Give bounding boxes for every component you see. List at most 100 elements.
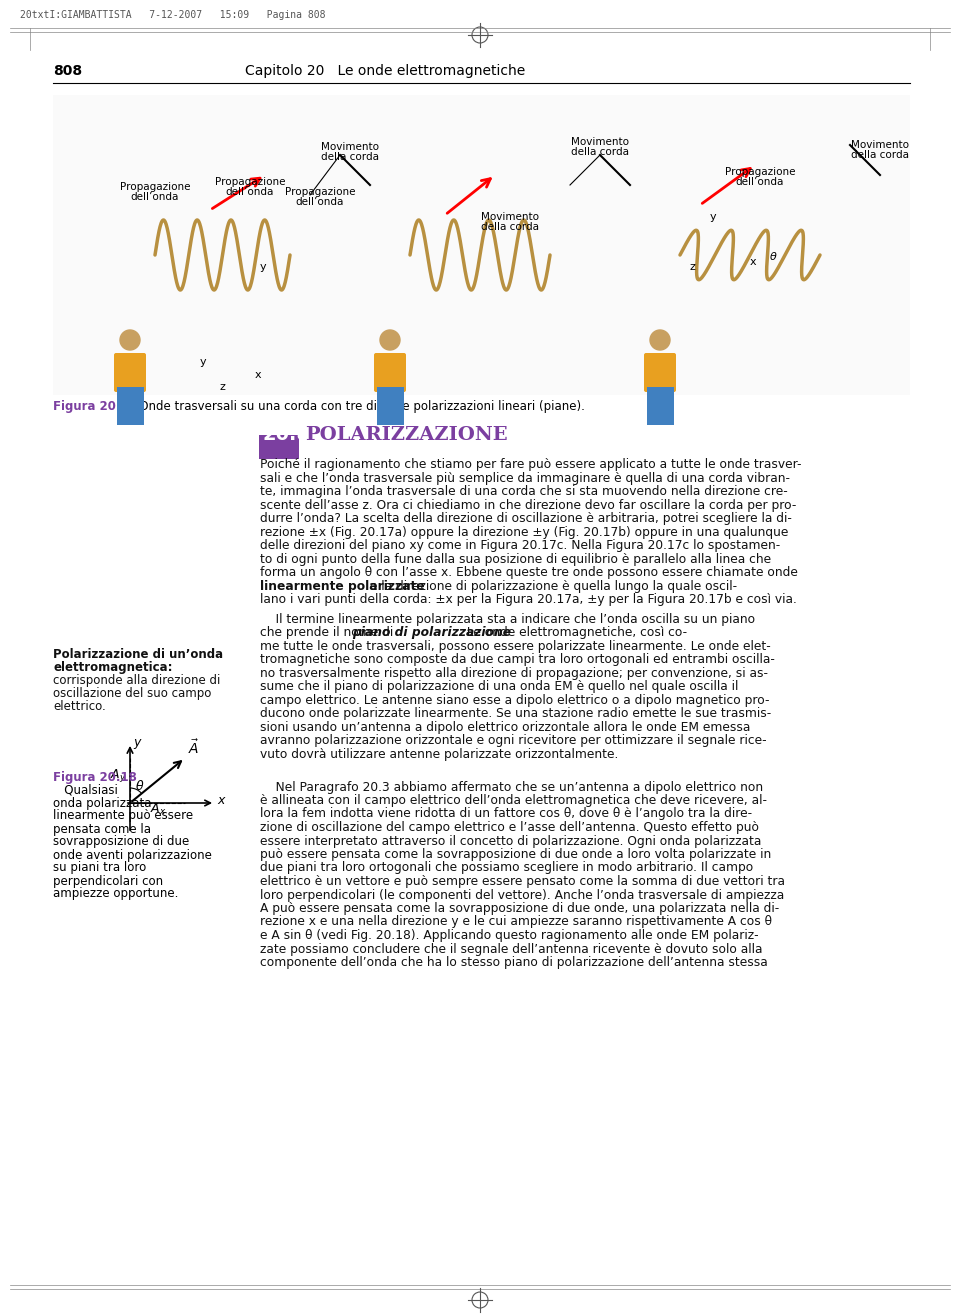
- Text: elettrico è un vettore e può sempre essere pensato come la somma di due vettori : elettrico è un vettore e può sempre esse…: [260, 874, 785, 888]
- Text: Polarizzazione di un’onda: Polarizzazione di un’onda: [53, 648, 223, 661]
- Text: scente dell’asse z. Ora ci chiediamo in che direzione devo far oscillare la cord: scente dell’asse z. Ora ci chiediamo in …: [260, 498, 797, 512]
- Text: sioni usando un’antenna a dipolo elettrico orizzontale allora le onde EM emessa: sioni usando un’antenna a dipolo elettri…: [260, 721, 751, 734]
- Text: campo elettrico. Le antenne siano esse a dipolo elettrico o a dipolo magnetico p: campo elettrico. Le antenne siano esse a…: [260, 693, 770, 706]
- Text: due piani tra loro ortogonali che possiamo scegliere in modo arbitrario. Il camp: due piani tra loro ortogonali che possia…: [260, 861, 754, 874]
- Text: e la direzione di polarizzazione è quella lungo la quale oscil-: e la direzione di polarizzazione è quell…: [366, 580, 737, 593]
- Text: Propagazione: Propagazione: [215, 178, 285, 187]
- Text: θ: θ: [770, 252, 777, 262]
- Text: Nel Paragrafo 20.3 abbiamo affermato che se un’antenna a dipolo elettrico non: Nel Paragrafo 20.3 abbiamo affermato che…: [260, 781, 763, 793]
- Text: linearmente polarizzate: linearmente polarizzate: [260, 580, 424, 593]
- Text: lano i vari punti della corda: ±x per la Figura 20.17a, ±y per la Figura 20.17b : lano i vari punti della corda: ±x per la…: [260, 593, 797, 606]
- Text: $\vec{A}$: $\vec{A}$: [188, 739, 200, 757]
- Text: x: x: [217, 794, 225, 807]
- Text: y: y: [133, 736, 140, 750]
- FancyBboxPatch shape: [644, 352, 676, 392]
- Text: . Le onde elettromagnetiche, così co-: . Le onde elettromagnetiche, così co-: [459, 626, 687, 639]
- Text: avranno polarizzazione orizzontale e ogni ricevitore per ottimizzare il segnale : avranno polarizzazione orizzontale e ogn…: [260, 734, 767, 747]
- Text: onda polarizzata: onda polarizzata: [53, 797, 152, 810]
- Text: sume che il piano di polarizzazione di una onda EM è quello nel quale oscilla il: sume che il piano di polarizzazione di u…: [260, 680, 738, 693]
- FancyBboxPatch shape: [114, 352, 146, 392]
- Text: to di ogni punto della fune dalla sua posizione di equilibrio è parallelo alla l: to di ogni punto della fune dalla sua po…: [260, 552, 771, 565]
- Text: dell’onda: dell’onda: [735, 178, 784, 187]
- Text: Figura 20.18: Figura 20.18: [53, 771, 137, 784]
- Text: $A_y$: $A_y$: [110, 767, 127, 784]
- Text: me tutte le onde trasversali, possono essere polarizzate linearmente. Le onde el: me tutte le onde trasversali, possono es…: [260, 639, 771, 652]
- Text: z: z: [220, 381, 226, 392]
- FancyBboxPatch shape: [259, 435, 299, 459]
- Text: essere interpretato attraverso il concetto di polarizzazione. Ogni onda polarizz: essere interpretato attraverso il concet…: [260, 835, 761, 847]
- Text: pensata come la: pensata come la: [53, 822, 151, 835]
- Text: Movimento: Movimento: [321, 142, 379, 153]
- Text: zione di oscillazione del campo elettrico e l’asse dell’antenna. Questo effetto : zione di oscillazione del campo elettric…: [260, 821, 759, 834]
- Text: y: y: [260, 262, 267, 272]
- Text: Onde trasversali su una corda con tre diverse polarizzazioni lineari (piane).: Onde trasversali su una corda con tre di…: [128, 400, 585, 413]
- Text: Propagazione: Propagazione: [725, 167, 795, 178]
- Text: componente dell’onda che ha lo stesso piano di polarizzazione dell’antenna stess: componente dell’onda che ha lo stesso pi…: [260, 956, 768, 969]
- Text: che prende il nome di: che prende il nome di: [260, 626, 397, 639]
- Text: Il termine linearmente polarizzata sta a indicare che l’onda oscilla su un piano: Il termine linearmente polarizzata sta a…: [260, 613, 756, 626]
- FancyBboxPatch shape: [377, 387, 404, 425]
- Text: no trasversalmente rispetto alla direzione di propagazione; per convenzione, si : no trasversalmente rispetto alla direzio…: [260, 667, 768, 680]
- Text: Movimento: Movimento: [851, 139, 909, 150]
- Text: z: z: [690, 262, 696, 272]
- Text: della corda: della corda: [571, 147, 629, 156]
- Text: lora la fem indotta viene ridotta di un fattore cos θ, dove θ è l’angolo tra la : lora la fem indotta viene ridotta di un …: [260, 807, 752, 821]
- Text: 20.8: 20.8: [262, 425, 310, 444]
- Circle shape: [650, 330, 670, 350]
- Text: 808: 808: [53, 64, 83, 78]
- Text: sovrapposizione di due: sovrapposizione di due: [53, 835, 189, 848]
- Text: Movimento: Movimento: [571, 137, 629, 147]
- Text: Qualsiasi: Qualsiasi: [53, 784, 118, 797]
- Text: ducono onde polarizzate linearmente. Se una stazione radio emette le sue trasmis: ducono onde polarizzate linearmente. Se …: [260, 707, 771, 721]
- Circle shape: [120, 330, 140, 350]
- Text: y: y: [710, 212, 716, 222]
- Text: onde aventi polarizzazione: onde aventi polarizzazione: [53, 848, 212, 861]
- Text: (a): (a): [121, 380, 139, 393]
- Text: A può essere pensata come la sovrapposizione di due onde, una polarizzata nella : A può essere pensata come la sovrapposiz…: [260, 902, 780, 915]
- Text: vuto dovrà utilizzare antenne polarizzate orizzontalmente.: vuto dovrà utilizzare antenne polarizzat…: [260, 747, 618, 760]
- Text: delle direzioni del piano xy come in Figura 20.17c. Nella Figura 20.17c lo spost: delle direzioni del piano xy come in Fig…: [260, 539, 780, 552]
- Text: perpendicolari con: perpendicolari con: [53, 874, 163, 888]
- Text: durre l’onda? La scelta della direzione di oscillazione è arbitraria, potrei sce: durre l’onda? La scelta della direzione …: [260, 512, 792, 525]
- Text: linearmente può essere: linearmente può essere: [53, 810, 193, 822]
- Text: Propagazione: Propagazione: [285, 187, 355, 197]
- Text: della corda: della corda: [321, 153, 379, 162]
- Text: della corda: della corda: [481, 222, 539, 231]
- Text: Figura 20.17: Figura 20.17: [53, 400, 136, 413]
- Text: (c): (c): [652, 380, 668, 393]
- Text: elettromagnetica:: elettromagnetica:: [53, 661, 173, 675]
- Text: può essere pensata come la sovrapposizione di due onde a loro volta polarizzate : può essere pensata come la sovrapposizio…: [260, 848, 771, 861]
- Text: POLARIZZAZIONE: POLARIZZAZIONE: [305, 426, 508, 444]
- Text: elettrico.: elettrico.: [53, 700, 106, 713]
- Text: tromagnetiche sono composte da due campi tra loro ortogonali ed entrambi oscilla: tromagnetiche sono composte da due campi…: [260, 654, 775, 665]
- Text: θ: θ: [136, 780, 144, 793]
- FancyBboxPatch shape: [374, 352, 406, 392]
- FancyBboxPatch shape: [53, 95, 910, 394]
- Text: e A sin θ (vedi Fig. 20.18). Applicando questo ragionamento alle onde EM polariz: e A sin θ (vedi Fig. 20.18). Applicando …: [260, 928, 758, 942]
- Text: Poiché il ragionamento che stiamo per fare può essere applicato a tutte le onde : Poiché il ragionamento che stiamo per fa…: [260, 458, 802, 471]
- Text: y: y: [200, 356, 206, 367]
- Text: rezione ±x (Fig. 20.17a) oppure la direzione ±y (Fig. 20.17b) oppure in una qual: rezione ±x (Fig. 20.17a) oppure la direz…: [260, 526, 788, 539]
- Text: è allineata con il campo elettrico dell’onda elettromagnetica che deve ricevere,: è allineata con il campo elettrico dell’…: [260, 794, 767, 807]
- Text: Capitolo 20   Le onde elettromagnetiche: Capitolo 20 Le onde elettromagnetiche: [245, 64, 525, 78]
- Text: zate possiamo concludere che il segnale dell’antenna ricevente è dovuto solo all: zate possiamo concludere che il segnale …: [260, 943, 762, 956]
- Text: te, immagina l’onda trasversale di una corda che si sta muovendo nella direzione: te, immagina l’onda trasversale di una c…: [260, 485, 788, 498]
- Text: x: x: [255, 370, 262, 380]
- Text: 20txtI:GIAMBATTISTA   7-12-2007   15:09   Pagina 808: 20txtI:GIAMBATTISTA 7-12-2007 15:09 Pagi…: [20, 11, 325, 20]
- Text: sali e che l’onda trasversale più semplice da immaginare è quella di una corda v: sali e che l’onda trasversale più sempli…: [260, 472, 790, 484]
- Text: Propagazione: Propagazione: [120, 181, 190, 192]
- Text: (b): (b): [381, 380, 398, 393]
- Text: forma un angolo θ con l’asse x. Ebbene queste tre onde possono essere chiamate o: forma un angolo θ con l’asse x. Ebbene q…: [260, 565, 798, 579]
- Text: x: x: [750, 256, 756, 267]
- Text: rezione x e una nella direzione y e le cui ampiezze saranno rispettivamente A co: rezione x e una nella direzione y e le c…: [260, 915, 772, 928]
- Text: corrisponde alla direzione di: corrisponde alla direzione di: [53, 675, 221, 686]
- Text: ampiezze opportune.: ampiezze opportune.: [53, 888, 179, 901]
- Circle shape: [380, 330, 400, 350]
- Text: dell’onda: dell’onda: [226, 187, 275, 197]
- Text: piano di polarizzazione: piano di polarizzazione: [352, 626, 511, 639]
- Text: $A_x$: $A_x$: [150, 802, 166, 817]
- Text: della corda: della corda: [851, 150, 909, 160]
- Text: loro perpendicolari (le componenti del vettore). Anche l’onda trasversale di amp: loro perpendicolari (le componenti del v…: [260, 889, 784, 902]
- FancyBboxPatch shape: [647, 387, 674, 425]
- Text: su piani tra loro: su piani tra loro: [53, 861, 146, 874]
